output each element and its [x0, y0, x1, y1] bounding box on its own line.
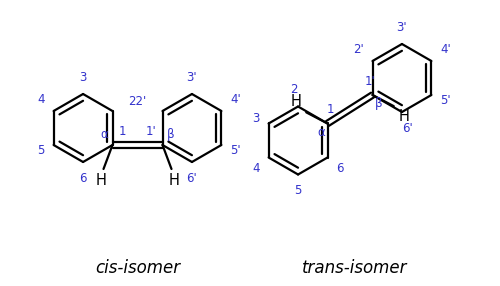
Text: 3: 3: [80, 71, 86, 84]
Text: cis-isomer: cis-isomer: [95, 259, 180, 277]
Text: α: α: [318, 126, 325, 139]
Text: 4: 4: [252, 162, 260, 176]
Text: 5: 5: [38, 144, 45, 156]
Text: α: α: [101, 128, 108, 141]
Text: 5: 5: [294, 184, 302, 198]
Text: β: β: [375, 98, 382, 110]
Text: β: β: [166, 128, 174, 141]
Text: H: H: [399, 109, 409, 124]
Text: 1: 1: [326, 104, 334, 116]
Text: 3': 3': [186, 71, 198, 84]
Text: H: H: [168, 173, 179, 188]
Text: 6: 6: [80, 172, 87, 185]
Text: 5': 5': [440, 94, 450, 106]
Text: 1': 1': [364, 75, 376, 88]
Text: 2': 2': [353, 43, 364, 56]
Text: trans-isomer: trans-isomer: [302, 259, 408, 277]
Text: H: H: [290, 94, 301, 109]
Text: 6': 6': [402, 122, 412, 135]
Text: 4': 4': [230, 93, 241, 106]
Text: 22': 22': [128, 96, 146, 108]
Text: 4: 4: [38, 93, 45, 106]
Text: 3': 3': [396, 21, 407, 34]
Text: 6': 6': [186, 172, 198, 185]
Text: 3: 3: [252, 112, 260, 125]
Text: H: H: [96, 173, 106, 188]
Text: 4': 4': [440, 43, 451, 56]
Text: 5': 5': [230, 144, 240, 156]
Text: 2: 2: [290, 84, 298, 96]
Text: 1: 1: [118, 125, 126, 138]
Text: 1': 1': [146, 125, 156, 138]
Text: 6: 6: [336, 162, 344, 176]
